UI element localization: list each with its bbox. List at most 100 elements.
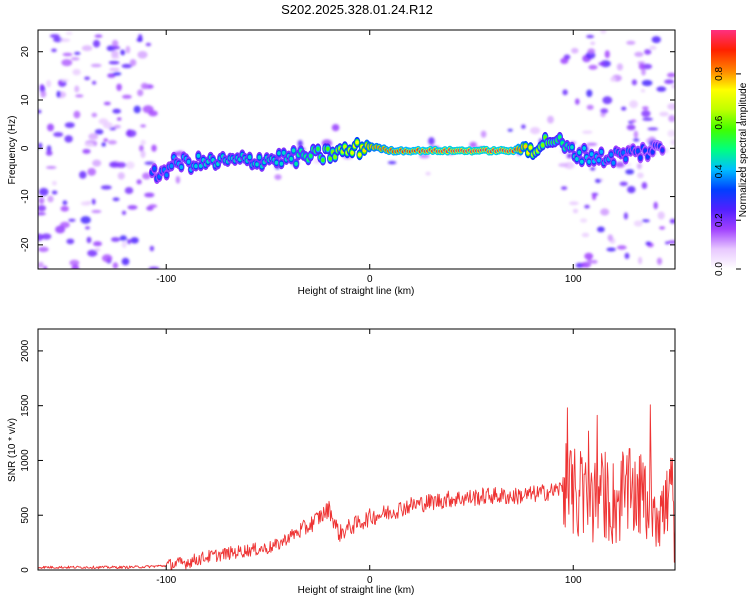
noise-blob: [74, 85, 80, 93]
noise-blob: [610, 76, 617, 82]
y-tick-label: 0: [20, 145, 31, 151]
ridge-core: [355, 140, 359, 145]
noise-blob: [133, 105, 141, 114]
spectrogram-x-axis: -100 0 100: [156, 30, 582, 285]
noise-blob: [636, 162, 642, 170]
noise-blob: [117, 172, 125, 180]
y-tick-label: -20: [20, 237, 31, 252]
noise-blob: [51, 180, 57, 186]
noise-blob: [80, 216, 91, 224]
y-tick-label: 500: [20, 506, 31, 523]
noise-blob: [62, 52, 73, 57]
noise-blob: [38, 246, 49, 253]
noise-blob: [112, 197, 120, 202]
noise-blob: [39, 84, 45, 91]
colorbar-scale: [711, 30, 736, 269]
noise-blob: [92, 39, 101, 48]
noise-blob: [116, 83, 122, 92]
noise-blob: [598, 62, 606, 66]
noise-blob: [86, 236, 92, 244]
noise-blob: [656, 86, 667, 92]
x-tick-label: -100: [156, 274, 176, 285]
noise-blob: [75, 94, 84, 98]
noise-blob: [600, 208, 610, 216]
ridge-core: [179, 165, 184, 170]
noise-blob: [53, 132, 64, 137]
noise-blob: [94, 34, 103, 38]
noise-blob: [112, 45, 121, 50]
noise-blob: [70, 57, 80, 61]
noise-blob: [38, 233, 44, 241]
noise-blob: [91, 198, 96, 205]
noise-blob: [46, 145, 52, 153]
noise-blob: [112, 108, 121, 114]
snr-y-label: SNR (10 * v/v): [7, 418, 18, 482]
noise-blob: [38, 197, 45, 205]
noise-blob: [92, 80, 97, 85]
noise-blob: [667, 129, 675, 138]
colorbar-tick-label: 0.4: [714, 164, 725, 178]
ridge-core: [196, 153, 201, 158]
ridge-core: [589, 152, 594, 157]
noise-blob: [140, 139, 146, 146]
ridge-core: [343, 144, 347, 149]
noise-blob: [121, 240, 127, 249]
noise-blob: [38, 142, 43, 149]
ridge-core: [611, 160, 616, 165]
noise-blob: [572, 208, 579, 214]
noise-blob: [586, 142, 598, 146]
noise-blob: [480, 130, 487, 138]
noise-blob: [637, 172, 644, 179]
ridge-core: [528, 145, 533, 150]
ridge-core: [247, 155, 252, 160]
noise-blob: [121, 63, 133, 69]
ridge-core: [540, 143, 545, 148]
noise-blob: [586, 104, 594, 110]
noise-blob: [569, 201, 579, 206]
noise-blob: [45, 166, 57, 169]
noise-blob: [667, 240, 675, 244]
noise-blob: [175, 176, 181, 184]
noise-blob: [580, 218, 588, 223]
y-tick-label: 0: [20, 567, 31, 573]
noise-blob: [575, 98, 580, 105]
noise-blob: [43, 265, 48, 269]
noise-blob: [38, 205, 46, 212]
noise-blob: [46, 80, 52, 88]
noise-blob: [521, 124, 526, 129]
colorbar: 0.0 0.2 0.4 0.6 0.8 Normalized spectral ampl…: [711, 30, 749, 276]
noise-blob: [45, 150, 53, 156]
ridge-core: [577, 150, 582, 155]
noise-blob: [115, 162, 127, 168]
noise-blob: [113, 124, 121, 129]
noise-blob: [140, 124, 147, 128]
colorbar-ticks: 0.0 0.2 0.4 0.6 0.8: [714, 67, 741, 276]
noise-blob: [40, 90, 47, 98]
noise-blob: [121, 257, 130, 266]
noise-blob: [53, 37, 63, 43]
noise-blob: [507, 128, 513, 132]
noise-blob: [100, 185, 112, 190]
noise-blob: [641, 110, 651, 118]
noise-blob: [623, 212, 629, 220]
noise-blob: [47, 123, 54, 132]
noise-blob: [92, 159, 102, 167]
noise-blob: [60, 205, 69, 212]
noise-blob: [38, 261, 44, 269]
noise-blob: [649, 45, 657, 50]
noise-blob: [590, 41, 596, 46]
snr-y-axis: 0 500 1000 1500 2000: [20, 339, 675, 573]
ridge-core: [357, 152, 362, 157]
noise-blob: [38, 187, 49, 196]
noise-blob: [56, 90, 61, 98]
ridge-core: [582, 146, 586, 151]
noise-blob: [103, 101, 111, 106]
colorbar-tick-label: 0.0: [714, 262, 725, 276]
ridge-core: [609, 152, 613, 157]
ridge-core: [575, 157, 579, 161]
noise-blob: [642, 117, 653, 121]
noise-blob: [626, 40, 636, 45]
noise-blob: [125, 45, 131, 54]
noise-blob: [530, 127, 541, 135]
ridge-core: [636, 149, 640, 154]
